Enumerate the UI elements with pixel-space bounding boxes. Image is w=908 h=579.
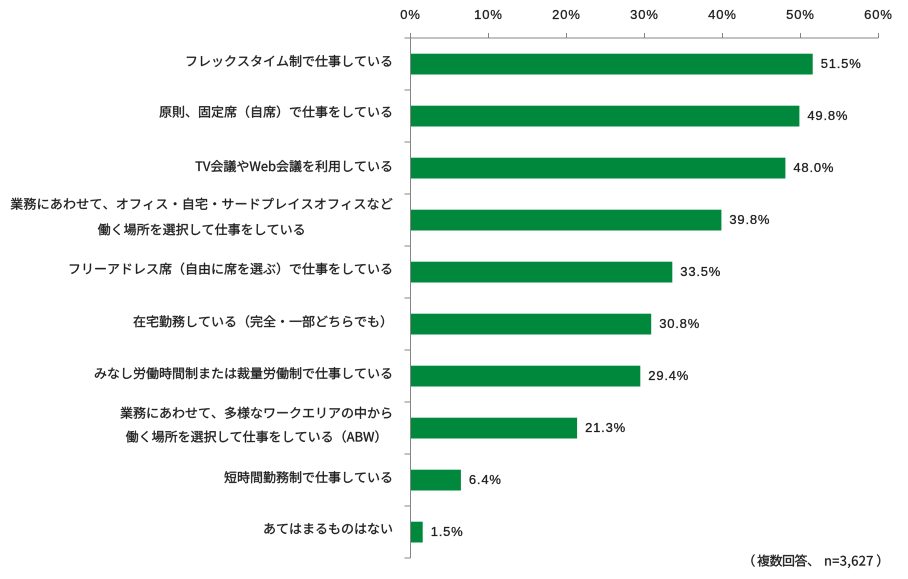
svg-text:10%: 10%	[474, 7, 503, 22]
svg-text:48.0%: 48.0%	[793, 160, 834, 175]
svg-text:39.8%: 39.8%	[729, 212, 770, 227]
svg-text:1.5%: 1.5%	[431, 524, 464, 539]
svg-text:33.5%: 33.5%	[680, 264, 721, 279]
svg-text:30%: 30%	[630, 7, 659, 22]
svg-text:29.4%: 29.4%	[648, 368, 689, 383]
svg-text:60%: 60%	[864, 7, 893, 22]
svg-text:21.3%: 21.3%	[585, 420, 626, 435]
svg-text:20%: 20%	[552, 7, 581, 22]
svg-text:50%: 50%	[786, 7, 815, 22]
svg-text:6.4%: 6.4%	[469, 472, 502, 487]
svg-text:0%: 0%	[400, 7, 421, 22]
svg-text:40%: 40%	[708, 7, 737, 22]
svg-text:51.5%: 51.5%	[821, 56, 862, 71]
svg-text:30.8%: 30.8%	[659, 316, 700, 331]
svg-text:49.8%: 49.8%	[807, 108, 848, 123]
